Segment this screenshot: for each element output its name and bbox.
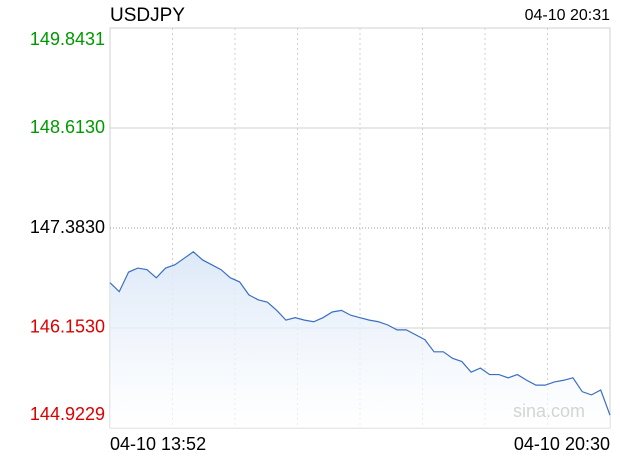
y-tick-label: 146.1530 <box>30 317 105 337</box>
y-tick-label: 144.9229 <box>30 404 105 424</box>
timestamp: 04-10 20:31 <box>525 7 611 24</box>
y-tick-label: 148.6130 <box>30 117 105 137</box>
y-tick-label: 149.8431 <box>30 29 105 49</box>
y-tick-label: 147.3830 <box>30 217 105 237</box>
price-line <box>109 251 611 416</box>
area <box>110 251 610 428</box>
chart-title: USDJPY <box>110 5 185 26</box>
x-tick-label: 04-10 20:30 <box>514 434 610 454</box>
watermark: sina.com <box>513 401 585 421</box>
x-tick-label: 04-10 13:52 <box>110 434 206 454</box>
